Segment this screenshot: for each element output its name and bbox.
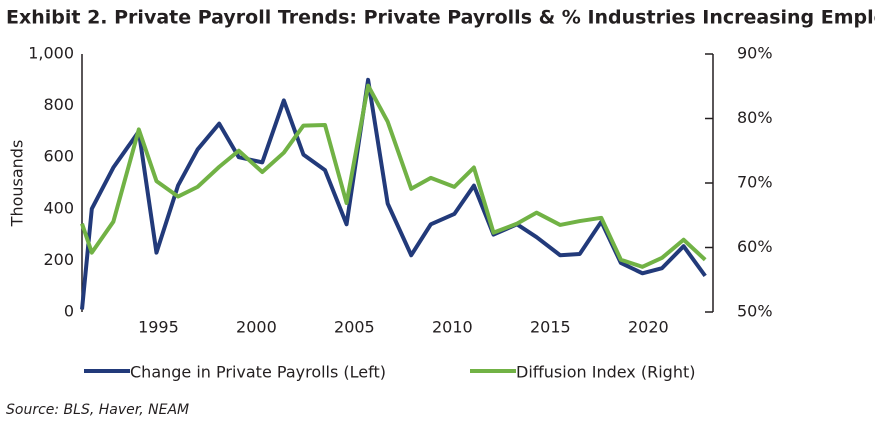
y-axis-label: Thousands	[8, 140, 27, 228]
x-tick-label: 2015	[530, 318, 571, 337]
y2-tick-label: 70%	[737, 173, 773, 192]
legend-label: Diffusion Index (Right)	[516, 363, 695, 382]
y-tick-label: 800	[43, 95, 74, 114]
y2-tick-label: 90%	[737, 44, 773, 63]
x-tick-label: 2005	[334, 318, 375, 337]
x-tick-label: 2010	[432, 318, 473, 337]
x-tick-label: 1995	[138, 318, 179, 337]
series-line	[80, 83, 707, 269]
y-tick-label: 200	[43, 250, 74, 269]
y-tick-label: 600	[43, 147, 74, 166]
source: Source: BLS, Haver, NEAM	[6, 402, 189, 418]
y2-tick-label: 80%	[737, 108, 773, 127]
y-tick-label: 400	[43, 198, 74, 217]
y-tick-label: 1,000	[28, 44, 74, 63]
y2-tick-label: 60%	[737, 237, 773, 256]
y2-tick-label: 50%	[737, 302, 773, 321]
x-tick-label: 2000	[236, 318, 277, 337]
legend-label: Change in Private Payrolls (Left)	[130, 363, 386, 382]
y-tick-label: 0	[64, 302, 74, 321]
chart-title: Exhibit 2. Private Payroll Trends: Priva…	[6, 7, 875, 29]
x-tick-label: 2020	[628, 318, 669, 337]
